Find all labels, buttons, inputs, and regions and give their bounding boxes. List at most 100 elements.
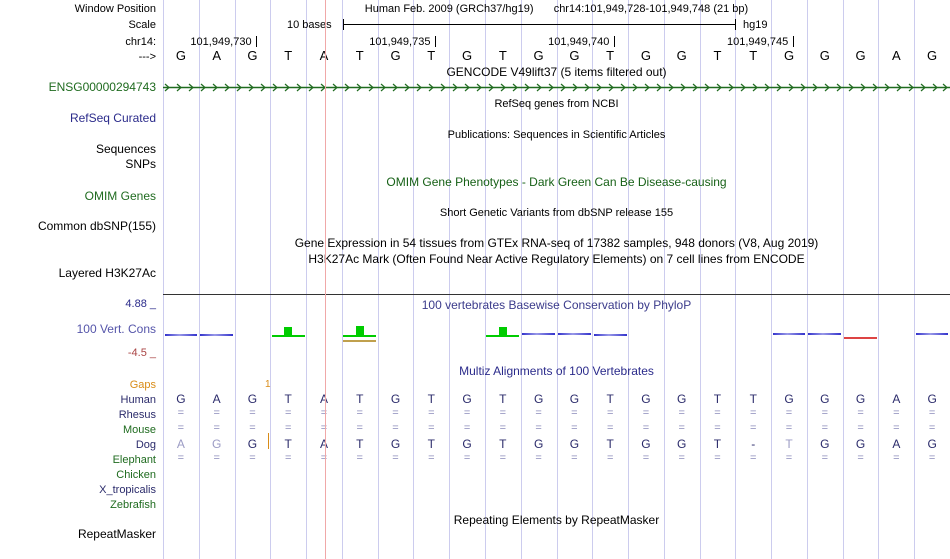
alignment-base-dog: G	[533, 437, 544, 451]
species-label-x-tropicalis[interactable]: X_tropicalis	[99, 484, 156, 496]
assembly-and-position-header: Human Feb. 2009 (GRCh37/hg19) chr14:101,…	[163, 3, 950, 15]
label-window-position[interactable]: Window Position	[74, 3, 156, 15]
species-label-dog[interactable]: Dog	[135, 439, 156, 451]
species-label-chicken[interactable]: Chicken	[116, 469, 156, 481]
species-label-elephant[interactable]: Elephant	[112, 454, 156, 466]
reference-base: G	[569, 48, 580, 63]
label-refseq-curated[interactable]: RefSeq Curated	[69, 111, 156, 125]
reference-base: T	[427, 48, 436, 63]
label-snps[interactable]: SNPs	[125, 157, 156, 171]
grid-line	[485, 0, 486, 559]
grid-line	[592, 0, 593, 559]
species-label-mouse[interactable]: Mouse	[122, 424, 156, 436]
alignment-match-rhesus: =	[463, 407, 471, 419]
label-common-dbsnp[interactable]: Common dbSNP(155)	[37, 219, 156, 233]
alignment-base-human: G	[462, 392, 472, 406]
alignment-base-human: T	[749, 392, 757, 406]
conservation-tick	[343, 335, 377, 337]
label-gaps[interactable]: Gaps	[129, 379, 156, 391]
alignment-match-rhesus: =	[356, 407, 363, 419]
grid-line	[449, 0, 450, 559]
label-gencode-gene[interactable]: ENSG00000294743	[48, 80, 156, 94]
conservation-tick	[915, 333, 949, 336]
alignment-match-elephant: =	[499, 452, 507, 464]
alignment-match-rhesus: =	[284, 407, 292, 419]
conservation-tick	[415, 335, 448, 337]
grid-line	[270, 0, 271, 559]
alignment-base-human: A	[892, 392, 901, 406]
conservation-tick	[522, 333, 555, 335]
grid-line	[163, 0, 164, 559]
alignment-base-dog: A	[176, 437, 185, 451]
label-100-vert-cons[interactable]: 100 Vert. Cons	[76, 322, 156, 336]
alignment-base-dog: G	[677, 437, 687, 451]
position-text: chr14:101,949,728-101,949,748 (21 bp)	[553, 3, 749, 15]
reference-base: G	[819, 48, 830, 63]
label-sequences[interactable]: Sequences	[95, 142, 156, 156]
conservation-tick	[236, 335, 269, 337]
gencode-track-title[interactable]: GENCODE V49lift37 (5 items filtered out)	[446, 65, 667, 79]
alignment-match-elephant: =	[320, 452, 328, 464]
alignment-base-human: T	[284, 392, 292, 406]
gencode-strand-arrows[interactable]	[163, 80, 950, 92]
grid-line	[843, 0, 844, 559]
alignment-base-human: T	[606, 392, 614, 406]
species-label-human[interactable]: Human	[120, 394, 156, 406]
conservation-tick	[308, 335, 341, 337]
alignment-match-elephant: =	[678, 452, 685, 464]
right-arrow-icon	[163, 83, 950, 92]
species-label-rhesus[interactable]: Rhesus	[118, 409, 156, 421]
alignment-match-rhesus: =	[213, 407, 220, 419]
gtex-track-title[interactable]: Gene Expression in 54 tissues from GTEx …	[294, 236, 819, 250]
grid-line	[306, 0, 307, 559]
assembly-short-label: hg19	[743, 19, 768, 31]
coordinate-tick-label: 101,949,730	[190, 36, 252, 48]
publications-track-title[interactable]: Publications: Sequences in Scientific Ar…	[447, 129, 666, 141]
conservation-tick	[880, 335, 913, 337]
grid-line	[807, 0, 808, 559]
dbsnp-track-title[interactable]: Short Genetic Variants from dbSNP releas…	[439, 207, 674, 219]
refseq-track-title[interactable]: RefSeq genes from NCBI	[494, 98, 619, 110]
label-repeatmasker[interactable]: RepeatMasker	[77, 527, 156, 541]
alignment-match-elephant: =	[642, 452, 650, 464]
reference-base: G	[533, 48, 544, 63]
alignment-base-human: T	[713, 392, 722, 406]
multiz-track-title[interactable]: Multiz Alignments of 100 Vertebrates	[459, 364, 654, 378]
browser-data-panel[interactable]: Human Feb. 2009 (GRCh37/hg19) chr14:101,…	[163, 0, 950, 559]
alignment-match-mouse: =	[177, 422, 185, 434]
grid-line	[664, 0, 665, 559]
alignment-match-rhesus: =	[678, 407, 685, 419]
gap-count-marker[interactable]: 1	[265, 379, 271, 390]
conservation-tick	[379, 335, 412, 337]
repeatmasker-track-title[interactable]: Repeating Elements by RepeatMasker	[453, 513, 660, 527]
reference-base: T	[713, 48, 722, 63]
alignment-match-rhesus: =	[392, 407, 399, 419]
gap-bar	[268, 433, 269, 449]
alignment-match-rhesus: =	[928, 407, 936, 419]
label-cons-max-value: 4.88 _	[125, 298, 156, 310]
h3k27ac-track-title[interactable]: H3K27Ac Mark (Often Found Near Active Re…	[308, 252, 805, 266]
alignment-match-mouse: =	[535, 422, 542, 434]
conservation-tick	[808, 333, 842, 336]
label-chrom: chr14:	[125, 36, 156, 48]
grid-line	[914, 0, 915, 559]
alignment-base-dog: T	[713, 437, 722, 451]
grid-line	[199, 0, 200, 559]
label-scale[interactable]: Scale	[128, 19, 156, 31]
phylop-track-title[interactable]: 100 vertebrates Basewise Conservation by…	[421, 298, 692, 312]
label-omim-genes[interactable]: OMIM Genes	[84, 189, 156, 203]
omim-track-title[interactable]: OMIM Gene Phenotypes - Dark Green Can Be…	[386, 175, 727, 189]
conservation-tick	[737, 335, 770, 337]
species-label-zebrafish[interactable]: Zebrafish	[110, 499, 156, 511]
alignment-match-mouse: =	[821, 422, 828, 434]
grid-line	[735, 0, 736, 559]
label-layered-h3k27ac[interactable]: Layered H3K27Ac	[58, 266, 156, 280]
reference-base: T	[355, 48, 364, 63]
alignment-base-human: G	[641, 392, 651, 406]
conservation-tick	[630, 335, 663, 337]
alignment-match-elephant: =	[606, 452, 614, 464]
alignment-base-dog: A	[892, 437, 901, 451]
coordinate-tick-mark	[793, 36, 795, 47]
alignment-match-mouse: =	[928, 422, 936, 434]
alignment-match-elephant: =	[571, 452, 578, 464]
